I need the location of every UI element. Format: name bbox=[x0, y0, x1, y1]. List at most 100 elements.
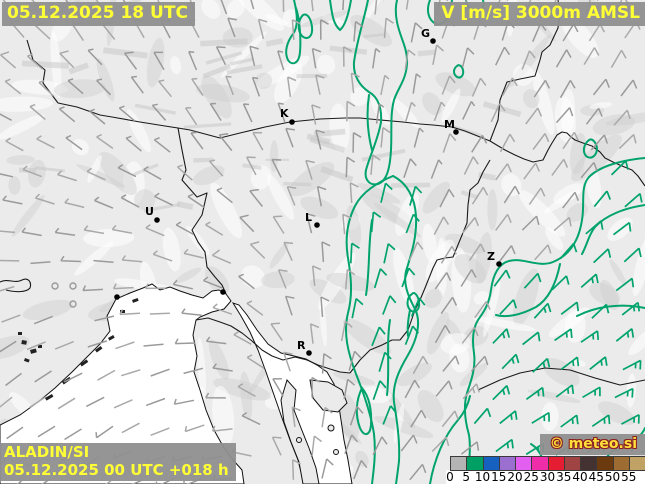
wind-barb bbox=[532, 357, 551, 373]
isotach-contour bbox=[366, 94, 373, 151]
wind-barb bbox=[181, 308, 202, 317]
legend-cell bbox=[516, 457, 533, 470]
wind-barb bbox=[152, 250, 173, 262]
wind-barb bbox=[618, 134, 637, 150]
wind-barb bbox=[433, 101, 446, 122]
wind-barb bbox=[112, 283, 134, 290]
copyright-label: © meteo.si bbox=[539, 434, 645, 455]
wind-barb bbox=[495, 438, 514, 453]
wind-barb bbox=[431, 436, 450, 453]
wind-barb bbox=[203, 276, 223, 289]
wind-barb bbox=[183, 248, 204, 259]
wind-barb bbox=[383, 243, 396, 264]
wind-barb bbox=[311, 265, 322, 286]
wind-barb bbox=[282, 0, 285, 12]
wind-barb bbox=[442, 355, 460, 372]
wind-barb bbox=[172, 279, 193, 290]
legend-cell bbox=[629, 457, 645, 470]
isotach-contour bbox=[329, 0, 352, 32]
wind-barb bbox=[501, 353, 520, 370]
wind-barb bbox=[225, 75, 234, 96]
isotach-contours bbox=[285, 0, 645, 484]
wind-barb bbox=[220, 0, 228, 15]
wind-barb bbox=[94, 196, 114, 209]
wind-barb bbox=[503, 185, 520, 204]
wind-barb bbox=[370, 211, 382, 233]
wind-barb bbox=[22, 165, 42, 178]
wind-barb bbox=[533, 302, 552, 319]
wind-barb bbox=[583, 47, 600, 65]
wind-barb bbox=[374, 0, 385, 15]
wind-barb bbox=[380, 182, 393, 203]
wind-barb bbox=[305, 159, 315, 180]
wind-barb bbox=[375, 103, 385, 124]
wind-barb bbox=[405, 101, 416, 122]
wind-barb bbox=[380, 126, 391, 148]
wind-barb bbox=[123, 51, 138, 70]
wind-barb bbox=[615, 328, 635, 342]
wind-barb bbox=[348, 350, 362, 371]
wind-barb bbox=[400, 434, 418, 452]
wind-barb bbox=[95, 425, 114, 439]
wind-barb bbox=[0, 340, 17, 353]
wind-barb bbox=[249, 241, 266, 259]
wind-barb bbox=[191, 77, 204, 97]
isotach-contour bbox=[392, 175, 420, 484]
wind-barb bbox=[499, 133, 516, 153]
wind-barb bbox=[205, 336, 227, 345]
wind-barb bbox=[495, 163, 512, 181]
wind-barb bbox=[610, 160, 629, 176]
wind-barb bbox=[410, 22, 423, 43]
wind-barb bbox=[2, 195, 23, 205]
wind-barb bbox=[352, 132, 362, 153]
wind-barb bbox=[30, 261, 51, 265]
wind-barb bbox=[86, 167, 106, 181]
wind-barb bbox=[145, 224, 165, 237]
wind-barb bbox=[471, 134, 488, 153]
wind-barb bbox=[5, 372, 22, 387]
wind-barb bbox=[205, 392, 226, 399]
wind-barb bbox=[89, 108, 106, 125]
wind-barb bbox=[474, 301, 491, 319]
legend-cell bbox=[597, 457, 614, 470]
wind-barb bbox=[593, 190, 611, 208]
city-dot bbox=[220, 289, 226, 295]
wind-barb bbox=[211, 425, 233, 432]
wind-barb bbox=[410, 409, 427, 428]
wind-barb bbox=[0, 173, 14, 178]
wind-barb bbox=[271, 436, 282, 456]
wind-barb bbox=[534, 244, 552, 261]
wind-barb bbox=[218, 132, 233, 152]
wind-barb bbox=[208, 159, 224, 177]
wind-barb bbox=[153, 137, 171, 153]
city-dot-K bbox=[289, 119, 295, 125]
city-dot-R bbox=[306, 350, 312, 356]
wind-barb bbox=[471, 186, 489, 205]
wind-barb bbox=[311, 435, 323, 457]
wind-barb bbox=[216, 187, 233, 204]
wind-barb bbox=[150, 368, 170, 377]
wind-barb bbox=[321, 458, 334, 479]
wind-barb bbox=[353, 460, 368, 480]
wind-barb bbox=[623, 247, 642, 263]
wind-barb bbox=[309, 323, 320, 344]
wind-barb bbox=[272, 378, 284, 397]
wind-barb bbox=[435, 380, 453, 397]
legend-cell bbox=[581, 457, 598, 470]
wind-barb bbox=[370, 154, 381, 175]
wind-barb bbox=[121, 422, 140, 434]
legend-cell bbox=[532, 457, 549, 470]
isotach-contour bbox=[285, 0, 302, 65]
wind-barb bbox=[5, 137, 24, 152]
wind-barb bbox=[94, 315, 115, 322]
legend-tick-label: 15 bbox=[491, 470, 507, 484]
wind-barb bbox=[553, 216, 572, 232]
wind-barb bbox=[241, 411, 261, 426]
wind-barb bbox=[187, 193, 206, 209]
wind-barb bbox=[58, 106, 76, 123]
wind-barb bbox=[442, 133, 457, 153]
wind-barb bbox=[125, 135, 142, 152]
wind-barb bbox=[490, 103, 506, 123]
wind-barb bbox=[34, 193, 55, 205]
